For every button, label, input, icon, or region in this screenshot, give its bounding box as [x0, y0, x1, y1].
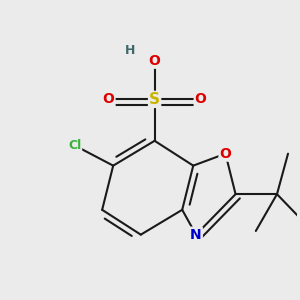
Text: O: O [149, 54, 161, 68]
Text: N: N [190, 228, 202, 242]
Text: O: O [220, 147, 231, 161]
Text: Cl: Cl [68, 139, 81, 152]
Text: S: S [149, 92, 160, 107]
Text: H: H [124, 44, 135, 57]
Text: O: O [103, 92, 115, 106]
Text: O: O [195, 92, 206, 106]
Text: H: H [124, 44, 135, 57]
